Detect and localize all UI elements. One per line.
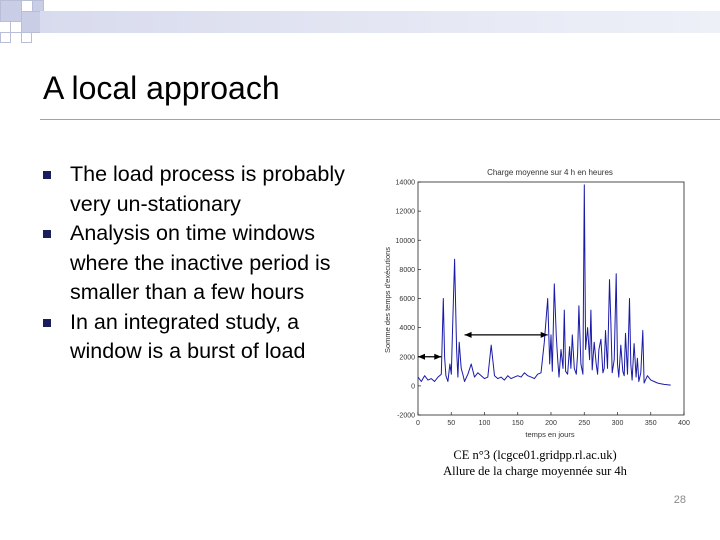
arrowhead-left-icon xyxy=(418,353,425,360)
y-tick-label: 0 xyxy=(411,383,415,390)
deco-square xyxy=(0,32,11,43)
y-tick-label: 2000 xyxy=(399,354,415,361)
bullet-text: Analysis on time windows where the inact… xyxy=(70,221,331,304)
x-tick-label: 400 xyxy=(678,420,690,427)
bullet-item: The load process is probably very un-sta… xyxy=(43,160,353,219)
deco-square xyxy=(0,0,22,22)
arrowhead-right-icon xyxy=(540,331,548,338)
bullet-item: Analysis on time windows where the inact… xyxy=(43,219,353,308)
slide-title: A local approach xyxy=(43,70,280,106)
load-chart: Charge moyenne sur 4 h en heures Somme d… xyxy=(383,168,690,439)
arrowhead-left-icon xyxy=(464,331,472,338)
x-tick-label: 350 xyxy=(645,420,657,427)
chart-caption: CE n°3 (lcgce01.gridpp.rl.ac.uk) Allure … xyxy=(400,447,670,479)
bullet-text: The load process is probably very un-sta… xyxy=(70,162,345,216)
x-tick-label: 300 xyxy=(612,420,624,427)
y-axis-label: Somme des temps d'exécutions xyxy=(383,247,392,353)
arrowhead-right-icon xyxy=(434,353,442,360)
y-tick-label: 6000 xyxy=(399,296,415,303)
x-tick-label: 250 xyxy=(578,420,590,427)
bullet-item: In an integrated study, a window is a bu… xyxy=(43,308,353,367)
x-tick-label: 0 xyxy=(416,420,420,427)
y-tick-label: 8000 xyxy=(399,267,415,274)
chart-title: Charge moyenne sur 4 h en heures xyxy=(487,168,613,177)
series-layer xyxy=(417,184,671,386)
x-tick-label: 50 xyxy=(447,420,455,427)
page-number: 28 xyxy=(673,494,686,506)
x-axis: 0 50 100 150 200 250 300 350 400 xyxy=(416,412,690,427)
bullet-text: In an integrated study, a window is a bu… xyxy=(70,309,306,364)
x-tick-label: 150 xyxy=(512,420,524,427)
series-line xyxy=(417,184,671,386)
x-tick-label: 100 xyxy=(479,420,491,427)
deco-square xyxy=(21,32,32,43)
y-tick-label: -2000 xyxy=(397,413,415,420)
y-tick-label: 10000 xyxy=(396,238,416,245)
x-axis-label: temps en jours xyxy=(525,430,574,439)
bullet-square-icon xyxy=(43,230,51,238)
bullet-square-icon xyxy=(43,171,51,179)
y-tick-label: 4000 xyxy=(399,325,415,332)
x-tick-label: 200 xyxy=(545,420,557,427)
annotations xyxy=(418,331,548,360)
y-tick-label: 14000 xyxy=(396,180,416,187)
y-axis: -2000 0 2000 4000 6000 8000 10000 12000 14000 xyxy=(396,180,421,420)
caption-line-2: Allure de la charge moyennée sur 4h xyxy=(443,464,627,478)
y-tick-label: 12000 xyxy=(396,209,416,216)
caption-line-1: CE n°3 (lcgce01.gridpp.rl.ac.uk) xyxy=(453,448,617,462)
title-divider xyxy=(40,119,720,120)
bullet-square-icon xyxy=(43,318,51,327)
bullet-list: The load process is probably very un-sta… xyxy=(43,160,353,367)
header-band xyxy=(40,11,720,33)
